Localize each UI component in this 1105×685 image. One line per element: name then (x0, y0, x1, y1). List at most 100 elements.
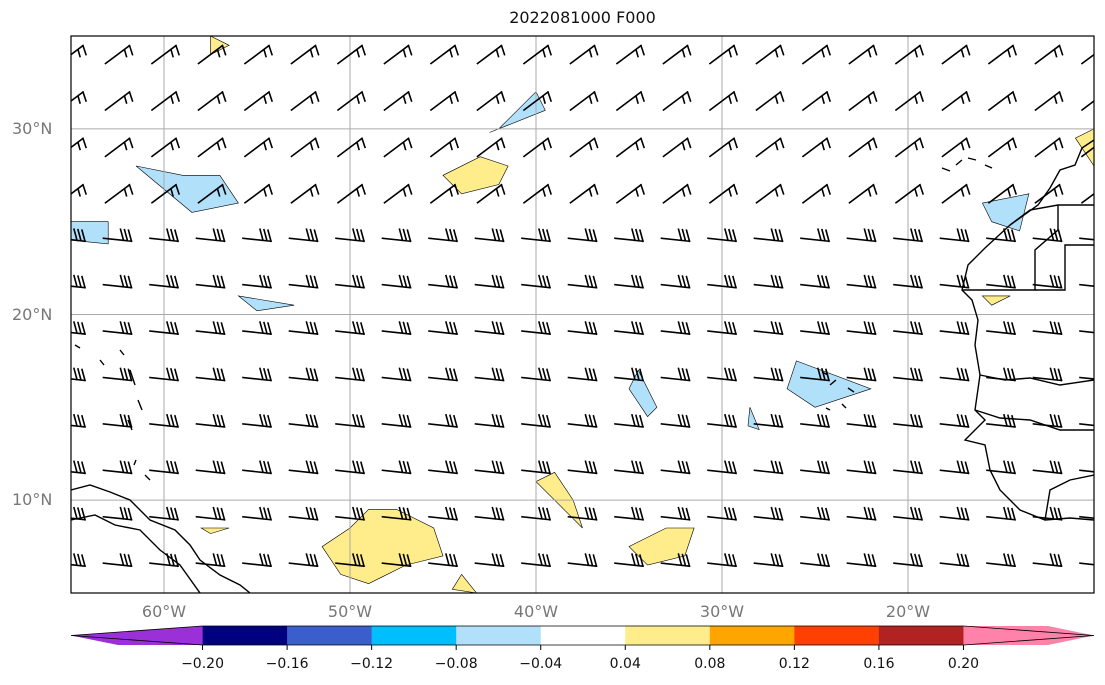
wind-barb-4 (243, 44, 274, 65)
wind-barb-61 (755, 137, 785, 158)
wind-barb-98 (335, 228, 365, 243)
colorbar-segment-7 (709, 626, 795, 645)
wind-barb-96 (242, 228, 272, 243)
wind-barb-195 (567, 413, 598, 428)
wind-barb-50 (243, 137, 274, 158)
wind-barb-127 (614, 274, 644, 289)
wind-barb-89 (987, 183, 1018, 204)
wind-barb-13 (662, 44, 692, 65)
wind-barb-146 (428, 321, 458, 336)
wind-barb-253 (71, 553, 86, 568)
wind-barb-130 (753, 274, 784, 289)
wind-barb-179 (893, 367, 923, 382)
wind-barb-132 (846, 274, 877, 289)
wind-barb-76 (383, 183, 413, 204)
wind-barb-196 (614, 413, 644, 428)
wind-barb-172 (567, 367, 598, 382)
colorbar-segment-1 (202, 626, 288, 645)
wind-barb-8 (429, 44, 460, 65)
wind-barb-126 (567, 274, 598, 289)
positive-contour-3 (628, 527, 695, 566)
wind-barb-180 (939, 367, 970, 382)
wind-barb-138 (71, 321, 86, 336)
caribbean-islands (74, 344, 151, 481)
wind-barb-6 (336, 44, 367, 65)
wind-barb-225 (893, 460, 923, 475)
lat-label-1: 20°N (12, 304, 53, 324)
wind-barb-178 (846, 367, 877, 382)
wind-barb-123 (428, 274, 458, 289)
wind-barb-251 (1032, 506, 1063, 521)
wind-barb-206 (1079, 423, 1094, 427)
wind-barb-122 (381, 274, 412, 289)
wind-barb-156 (893, 321, 923, 336)
wind-barb-263 (521, 553, 551, 568)
colorbar-segment-9 (878, 626, 964, 645)
positive-contour-7 (200, 527, 230, 534)
wind-barb-145 (381, 321, 412, 336)
wind-barb-95 (195, 228, 226, 243)
wind-barb-26 (197, 90, 227, 112)
lat-label-2: 10°N (12, 490, 53, 510)
wind-barb-244 (707, 506, 737, 521)
wind-barb-33 (522, 90, 553, 112)
wind-barb-125 (521, 274, 551, 289)
wind-barb-97 (288, 228, 319, 243)
colorbar-segment-2 (287, 626, 373, 645)
wind-barb-242 (614, 506, 644, 521)
wind-barb-104 (614, 228, 644, 243)
wind-barb-7 (383, 44, 413, 65)
wind-barb-30 (383, 90, 413, 112)
wind-barb-194 (521, 413, 551, 428)
wind-barb-63 (848, 137, 878, 158)
wind-barb-35 (615, 90, 646, 112)
colorbar-segment-0 (71, 626, 203, 645)
wind-barb-217 (521, 460, 551, 475)
wind-barb-203 (939, 413, 970, 428)
wind-barb-109 (846, 228, 877, 243)
wind-barb-258 (288, 553, 319, 568)
wind-barb-249 (939, 506, 970, 521)
wind-barb-106 (707, 228, 737, 243)
wind-barb-113 (1032, 228, 1063, 243)
wind-barb-128 (660, 274, 691, 289)
wind-barbs (71, 44, 1094, 568)
wind-barb-216 (474, 460, 505, 475)
wind-barb-158 (986, 321, 1016, 336)
wind-barb-237 (381, 506, 412, 521)
wind-barb-182 (1032, 367, 1063, 382)
wind-barb-5 (290, 44, 320, 65)
wind-barb-234 (242, 506, 272, 521)
wind-barb-22 (1080, 53, 1094, 65)
wind-barb-81 (615, 183, 646, 204)
wind-barb-80 (569, 183, 599, 204)
wind-barb-24 (104, 90, 134, 112)
positive-contour-4 (210, 36, 230, 56)
wind-barb-199 (753, 413, 784, 428)
colorbar-segment-5 (540, 626, 626, 645)
wind-barb-114 (1079, 237, 1094, 241)
colorbar-label-8: 0.16 (863, 656, 895, 672)
wind-barb-15 (755, 44, 785, 65)
wind-barb-205 (1032, 413, 1063, 428)
negative-contour-5 (628, 369, 658, 418)
wind-barb-62 (801, 137, 832, 158)
wind-barb-142 (242, 321, 272, 336)
wind-barb-143 (288, 321, 319, 336)
wind-barb-170 (474, 367, 505, 382)
wind-barb-36 (662, 90, 692, 112)
border-morocco (1009, 204, 1094, 226)
wind-barb-248 (893, 506, 923, 521)
wind-barb-160 (1079, 330, 1094, 334)
wind-barb-162 (102, 367, 133, 382)
colorbar-label-5: 0.04 (609, 656, 641, 672)
negative-contour-0 (135, 165, 239, 213)
wind-barb-200 (800, 413, 830, 428)
lat-label-0: 30°N (12, 118, 53, 138)
negative-contour-4 (786, 360, 872, 408)
wind-barb-85 (801, 183, 832, 204)
wind-barb-220 (660, 460, 691, 475)
wind-barb-54 (429, 137, 460, 158)
wind-barb-184 (71, 413, 86, 428)
wind-barb-71 (150, 183, 181, 204)
